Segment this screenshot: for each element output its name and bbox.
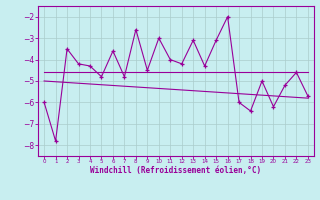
X-axis label: Windchill (Refroidissement éolien,°C): Windchill (Refroidissement éolien,°C) (91, 166, 261, 175)
